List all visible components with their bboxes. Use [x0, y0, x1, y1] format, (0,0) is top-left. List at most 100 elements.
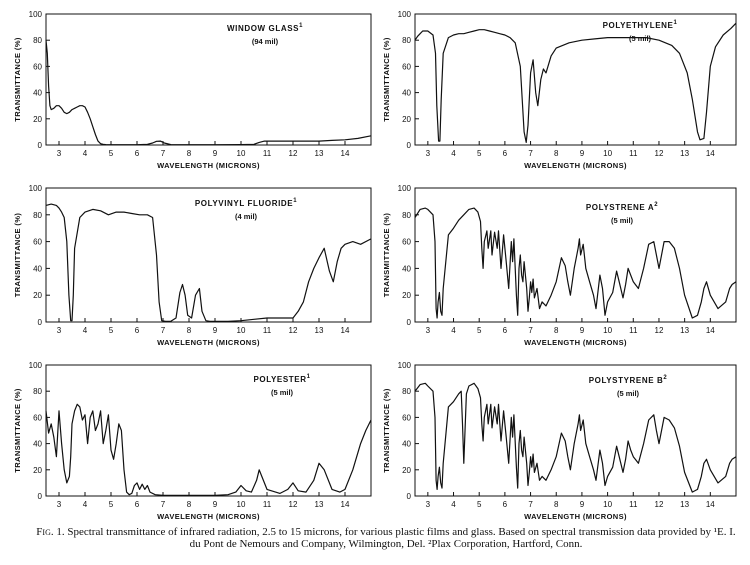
plot-frame: [414, 187, 737, 323]
x-tick-label: 11: [263, 149, 272, 158]
figure-caption: Fig. 1. Spectral transmittance of infrar…: [36, 526, 736, 550]
x-axis-label: WAVELENGTH (MICRONS): [524, 161, 627, 170]
x-tick-label: 6: [503, 500, 508, 509]
x-tick-label: 13: [315, 500, 324, 509]
x-tick-label: 13: [315, 326, 324, 335]
x-tick-label: 12: [289, 149, 298, 158]
x-tick-label: 10: [237, 149, 246, 158]
x-tick-label: 7: [161, 149, 166, 158]
x-tick-label: 9: [213, 149, 218, 158]
y-axis-label: TRANSMITTANCE (%): [382, 37, 391, 122]
x-tick-label: 3: [57, 326, 62, 335]
x-tick-label: 7: [161, 500, 166, 509]
transmittance-curve: [45, 40, 372, 146]
x-tick-label: 14: [341, 500, 350, 509]
x-axis-label: WAVELENGTH (MICRONS): [157, 338, 260, 347]
x-tick-label: 5: [477, 149, 482, 158]
x-tick-label: 10: [603, 326, 612, 335]
x-tick-label: 3: [426, 500, 431, 509]
plot-frame: [45, 364, 372, 497]
transmittance-curve: [45, 203, 372, 322]
y-axis-label: TRANSMITTANCE (%): [382, 388, 391, 473]
panel-title: POLYSTYRENE B2: [589, 375, 668, 385]
y-tick-label: 80: [402, 387, 411, 396]
panel-thickness: (5 mil): [611, 216, 634, 225]
x-tick-label: 8: [554, 500, 559, 509]
x-tick-label: 12: [655, 326, 664, 335]
x-tick-label: 7: [528, 149, 533, 158]
x-tick-label: 6: [135, 326, 140, 335]
x-axis-label: WAVELENGTH (MICRONS): [157, 512, 260, 521]
y-tick-label: 100: [398, 10, 412, 19]
x-tick-label: 5: [477, 500, 482, 509]
x-tick-label: 12: [655, 500, 664, 509]
title-superscript: 1: [299, 23, 303, 29]
x-tick-label: 8: [187, 500, 192, 509]
x-tick-label: 7: [528, 326, 533, 335]
plot-frame: [414, 13, 737, 146]
y-tick-label: 40: [402, 89, 411, 98]
y-tick-label: 0: [407, 141, 412, 150]
x-tick-label: 9: [213, 326, 218, 335]
x-tick-label: 8: [554, 149, 559, 158]
x-tick-label: 8: [187, 149, 192, 158]
x-tick-label: 8: [187, 326, 192, 335]
x-tick-label: 9: [580, 326, 585, 335]
y-tick-label: 100: [398, 184, 412, 193]
x-tick-label: 3: [426, 149, 431, 158]
y-tick-label: 100: [29, 361, 43, 370]
transmittance-curve: [414, 22, 737, 143]
y-tick-label: 60: [402, 62, 411, 71]
x-tick-label: 13: [315, 149, 324, 158]
x-axis-label: WAVELENGTH (MICRONS): [524, 512, 627, 521]
y-tick-label: 0: [407, 318, 412, 327]
y-tick-label: 0: [407, 492, 412, 501]
x-tick-label: 4: [451, 326, 456, 335]
panel-thickness: (5 mil): [271, 388, 294, 397]
x-tick-label: 10: [603, 500, 612, 509]
x-tick-label: 3: [57, 149, 62, 158]
y-tick-label: 20: [33, 115, 42, 124]
title-superscript: 2: [654, 202, 658, 208]
y-tick-label: 20: [402, 291, 411, 300]
title-superscript: 1: [293, 198, 297, 204]
y-tick-label: 100: [398, 361, 412, 370]
y-tick-label: 60: [402, 413, 411, 422]
y-tick-label: 40: [33, 89, 42, 98]
x-tick-label: 10: [603, 149, 612, 158]
y-tick-label: 0: [38, 318, 43, 327]
panel-thickness: (5 mil): [617, 389, 640, 398]
x-tick-label: 11: [629, 149, 638, 158]
caption-label: Fig. 1.: [36, 526, 65, 538]
y-tick-label: 80: [402, 36, 411, 45]
transmittance-curve: [414, 207, 737, 319]
transmittance-curve: [45, 403, 372, 496]
chart-panel-5: 0 20 40 60 80 100 3 4 5 6 7 8 9 10 11 12 13 14 WAVELENGTH …: [13, 361, 372, 521]
x-tick-label: 6: [135, 149, 140, 158]
chart-panel-3: 0 20 40 60 80 100 3 4 5 6 7 8 9 10 11 12 13 14 WAVELENGTH …: [13, 184, 372, 347]
x-tick-label: 8: [554, 326, 559, 335]
x-tick-label: 11: [263, 500, 272, 509]
y-tick-label: 40: [33, 264, 42, 273]
transmittance-curve: [414, 382, 737, 493]
x-tick-label: 13: [680, 500, 689, 509]
x-tick-label: 6: [503, 326, 508, 335]
x-tick-label: 13: [680, 326, 689, 335]
y-tick-label: 20: [402, 466, 411, 475]
panel-title: POLYSTRENE A2: [586, 202, 658, 212]
x-tick-label: 14: [706, 149, 715, 158]
y-tick-label: 40: [402, 440, 411, 449]
x-tick-label: 6: [135, 500, 140, 509]
x-tick-label: 9: [213, 500, 218, 509]
y-tick-label: 40: [402, 264, 411, 273]
panel-title: POLYVINYL FLUORIDE1: [195, 198, 297, 208]
chart-panel-4: 0 20 40 60 80 100 3 4 5 6 7 8 9 10 11 12 13 14 WAVELENGTH …: [382, 184, 737, 347]
y-tick-label: 60: [33, 62, 42, 71]
x-tick-label: 10: [237, 500, 246, 509]
y-tick-label: 40: [33, 440, 42, 449]
x-tick-label: 11: [263, 326, 272, 335]
y-tick-label: 60: [33, 238, 42, 247]
x-tick-label: 5: [109, 326, 114, 335]
chart-panel-6: 0 20 40 60 80 100 3 4 5 6 7 8 9 10 11 12 13 14 WAVELENGTH …: [382, 361, 737, 521]
x-tick-label: 9: [580, 500, 585, 509]
